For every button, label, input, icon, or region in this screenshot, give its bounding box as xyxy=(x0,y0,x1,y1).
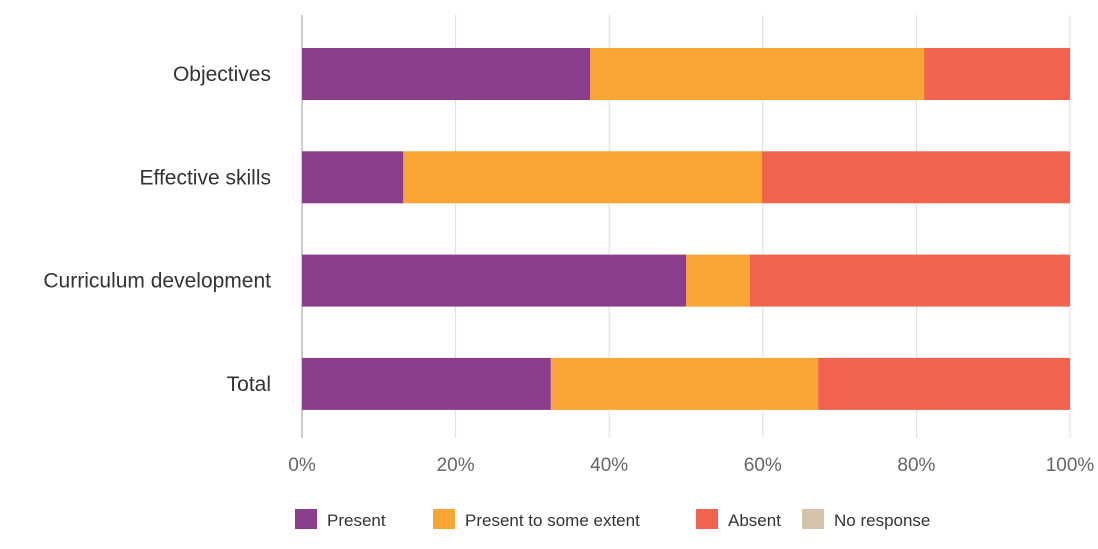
legend-label: Present to some extent xyxy=(465,511,640,530)
legend-swatch xyxy=(295,509,317,529)
category-label: Total xyxy=(227,373,271,396)
legend-label: No response xyxy=(834,511,930,530)
bar-segment xyxy=(762,151,1070,204)
x-tick-label: 80% xyxy=(897,455,935,476)
legend-label: Absent xyxy=(728,511,781,530)
legend-swatch xyxy=(433,509,455,529)
x-tick-label: 0% xyxy=(288,455,316,476)
x-tick-label: 100% xyxy=(1046,455,1095,476)
bar-segment xyxy=(818,357,1070,410)
category-label: Objectives xyxy=(173,63,271,86)
legend: Present Present to some extent Absent No re… xyxy=(295,509,930,530)
bar-segment xyxy=(302,151,404,204)
legend-swatch xyxy=(696,509,718,529)
x-tick-label: 20% xyxy=(437,455,475,476)
x-tick-label: 60% xyxy=(744,455,782,476)
category-labels: Objectives Effective skills Curriculum dev… xyxy=(43,63,271,396)
bar-segment xyxy=(302,357,551,410)
bars xyxy=(302,48,1070,410)
category-label: Effective skills xyxy=(140,166,272,189)
bar-segment xyxy=(550,357,819,410)
legend-label: Present xyxy=(327,511,386,530)
bar-segment xyxy=(749,254,1070,307)
bar-segment xyxy=(403,151,763,204)
bar-segment xyxy=(590,48,925,100)
category-label: Curriculum development xyxy=(43,270,271,293)
bar-segment xyxy=(302,254,686,307)
bar-segment xyxy=(302,48,590,100)
bar-segment xyxy=(924,48,1070,100)
bar-segment xyxy=(686,254,750,307)
legend-swatch xyxy=(802,509,824,529)
x-tick-labels: 0% 20% 40% 60% 80% 100% xyxy=(288,455,1094,476)
x-tick-label: 40% xyxy=(590,455,628,476)
